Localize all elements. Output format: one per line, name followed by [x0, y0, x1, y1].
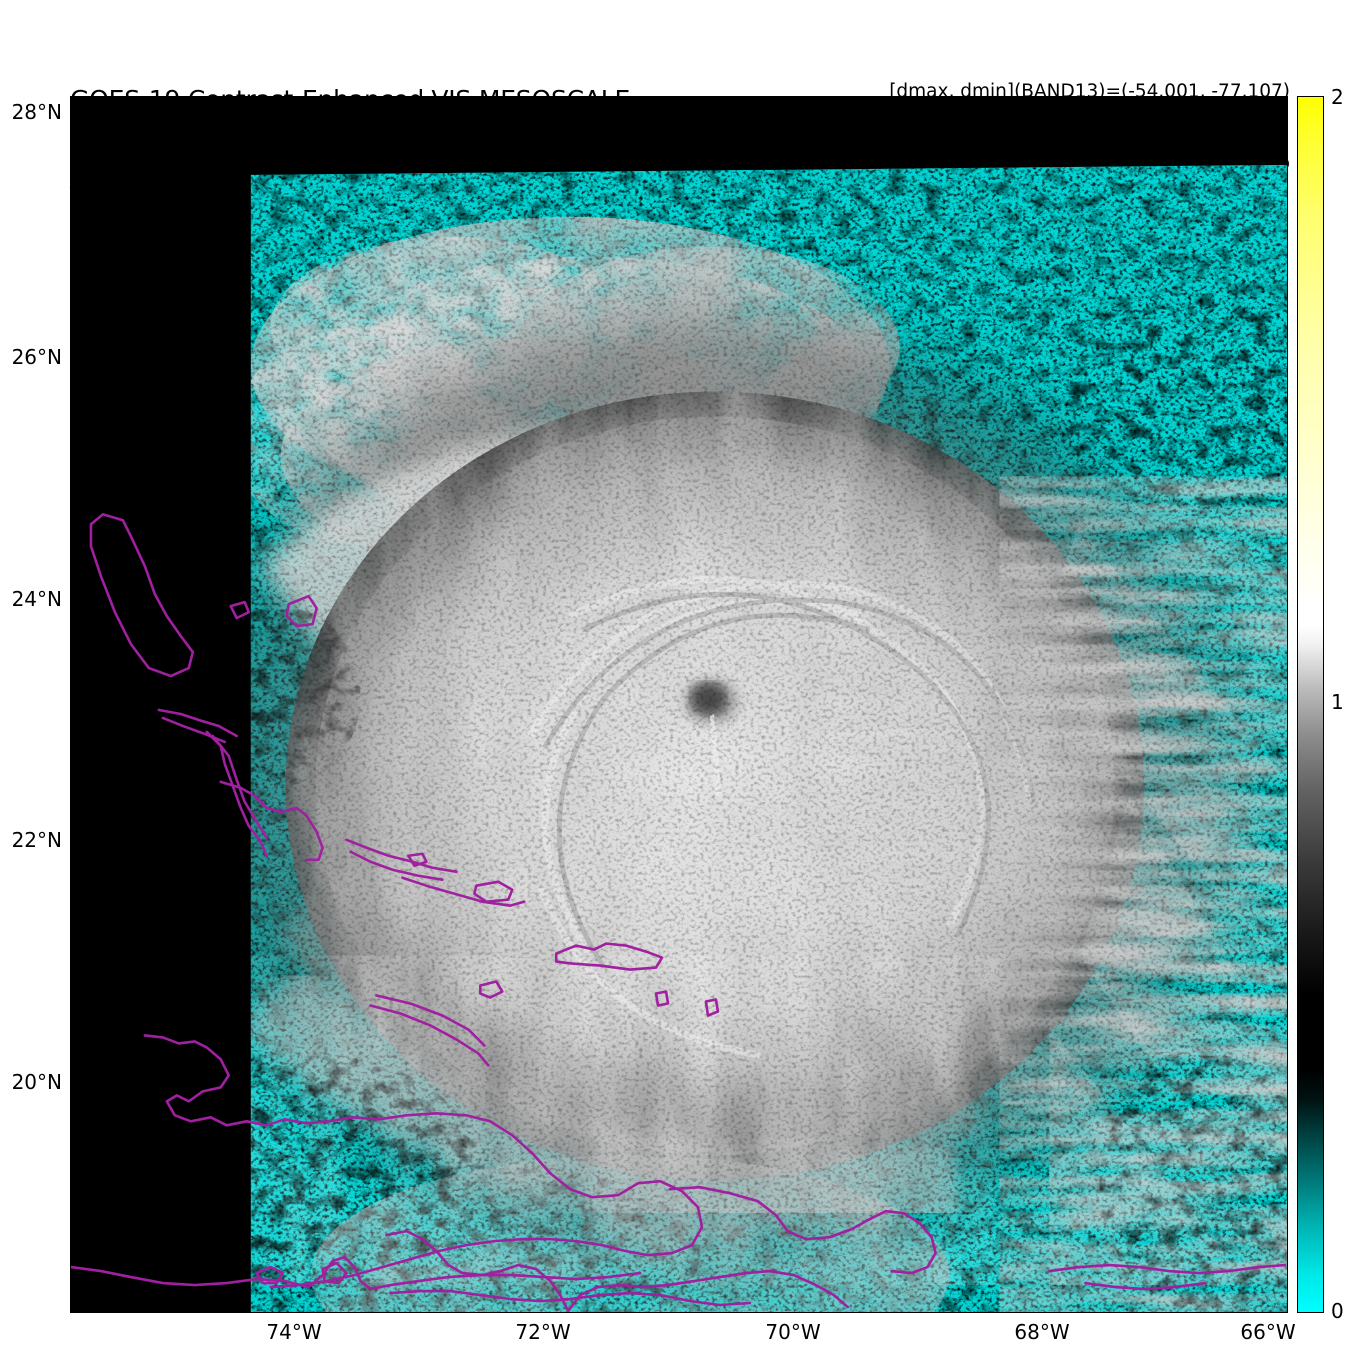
colorbar-tick-0: 0	[1331, 1299, 1344, 1323]
ytick-28n: 28°N	[11, 100, 62, 124]
ytick-24n: 24°N	[11, 587, 62, 611]
colorbar-tick-1: 1	[1331, 690, 1344, 714]
xtick-72w: 72°W	[515, 1320, 571, 1344]
ytick-22n: 22°N	[11, 828, 62, 852]
coast-bahama-chain-n	[345, 838, 458, 874]
coast-islet-4	[654, 990, 670, 1007]
xtick-68w: 68°W	[1014, 1320, 1070, 1344]
coast-andros	[89, 513, 195, 678]
coast-hispaniola-body	[566, 1269, 850, 1312]
satellite-image-plot[interactable]: Copyright © 2020-2025 Dapiya	[70, 96, 1288, 1313]
coast-cay-2	[285, 594, 318, 628]
ytick-20n: 20°N	[11, 1070, 62, 1094]
xtick-70w: 70°W	[765, 1320, 821, 1344]
coast-long-island-2	[211, 734, 268, 840]
coastline-overlay-se	[668, 1185, 1287, 1291]
coast-cuba-detail-1	[255, 1265, 284, 1285]
coast-cuba-north	[143, 1034, 704, 1289]
coast-haiti-nw	[385, 1229, 570, 1312]
coast-ragged-island	[219, 780, 324, 862]
coast-bahama-chain-sw	[369, 1004, 490, 1067]
ytick-26n: 26°N	[11, 345, 62, 369]
coast-bahama-chain-s	[554, 942, 664, 971]
global-grain	[250, 164, 1287, 1312]
coast-hispaniola-n	[389, 1289, 752, 1307]
coast-islet-2	[473, 880, 514, 903]
coast-bahama-chain-n2	[349, 850, 444, 882]
coast-islet-5	[704, 998, 720, 1017]
coast-dr-east	[668, 1185, 937, 1275]
coast-long-island	[205, 730, 268, 858]
mesoscale-data-swath	[250, 164, 1287, 1312]
coast-exuma-chain	[157, 708, 239, 738]
coast-bahama-chain-m	[401, 876, 526, 907]
coastline-overlay	[71, 513, 850, 1312]
colorbar-tick-2: 2	[1331, 85, 1344, 109]
coast-cuba-south	[71, 1255, 642, 1291]
coast-bahama-chain-sw2	[375, 994, 486, 1047]
coast-cay-1	[229, 600, 251, 620]
coast-cuba-detail-2	[321, 1261, 348, 1285]
colorbar[interactable]	[1297, 96, 1324, 1313]
coast-puerto-rico	[1048, 1263, 1287, 1275]
coast-islet-3	[479, 980, 504, 999]
xtick-66w: 66°W	[1240, 1320, 1296, 1344]
satellite-image-canvas	[71, 97, 1287, 1312]
coast-puerto-rico-s	[1084, 1281, 1207, 1291]
xtick-74w: 74°W	[266, 1320, 322, 1344]
